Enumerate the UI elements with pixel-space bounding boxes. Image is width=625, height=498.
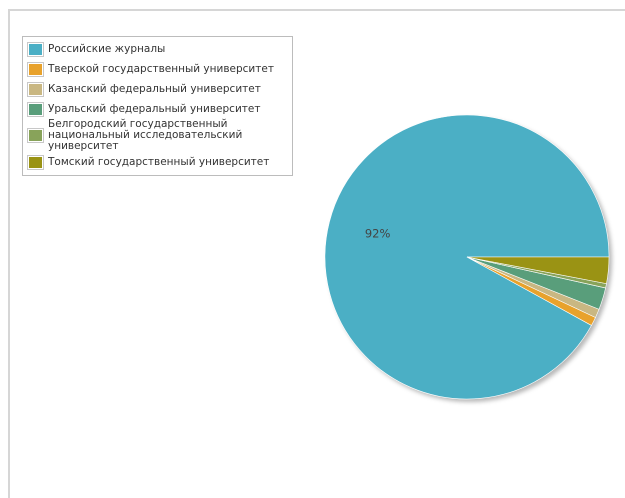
legend-swatch — [28, 155, 43, 169]
legend-swatch — [28, 102, 43, 116]
legend-swatch — [28, 82, 43, 96]
legend-swatch — [28, 129, 43, 142]
pie-slice[interactable] — [466, 256, 610, 284]
legend-item[interactable]: Казанский федеральный университет — [27, 79, 288, 99]
legend-swatch — [28, 42, 43, 56]
legend-swatch — [28, 62, 43, 76]
pie-slice-label: 92% — [365, 227, 391, 241]
legend-label: Тверской государственный университет — [48, 62, 274, 75]
pie-slices — [324, 114, 610, 400]
chart-legend: Российские журналы Тверской государствен… — [22, 36, 293, 176]
legend-label: Российские журналы — [48, 42, 166, 55]
legend-label: Казанский федеральный университет — [48, 82, 261, 95]
legend-item[interactable]: Уральский федеральный университет — [27, 99, 288, 119]
legend-item[interactable]: Томский государственный университет — [27, 152, 288, 172]
legend-label: Уральский федеральный университет — [48, 102, 261, 115]
legend-item[interactable]: Тверской государственный университет — [27, 59, 288, 79]
legend-item[interactable]: Российские журналы — [27, 39, 288, 59]
legend-item[interactable]: Белгородский государственный национальны… — [27, 119, 288, 152]
legend-label: Томский государственный университет — [48, 155, 270, 168]
pie-labels: 92% — [365, 227, 391, 241]
legend-label: Белгородский государственный национальны… — [48, 118, 243, 152]
